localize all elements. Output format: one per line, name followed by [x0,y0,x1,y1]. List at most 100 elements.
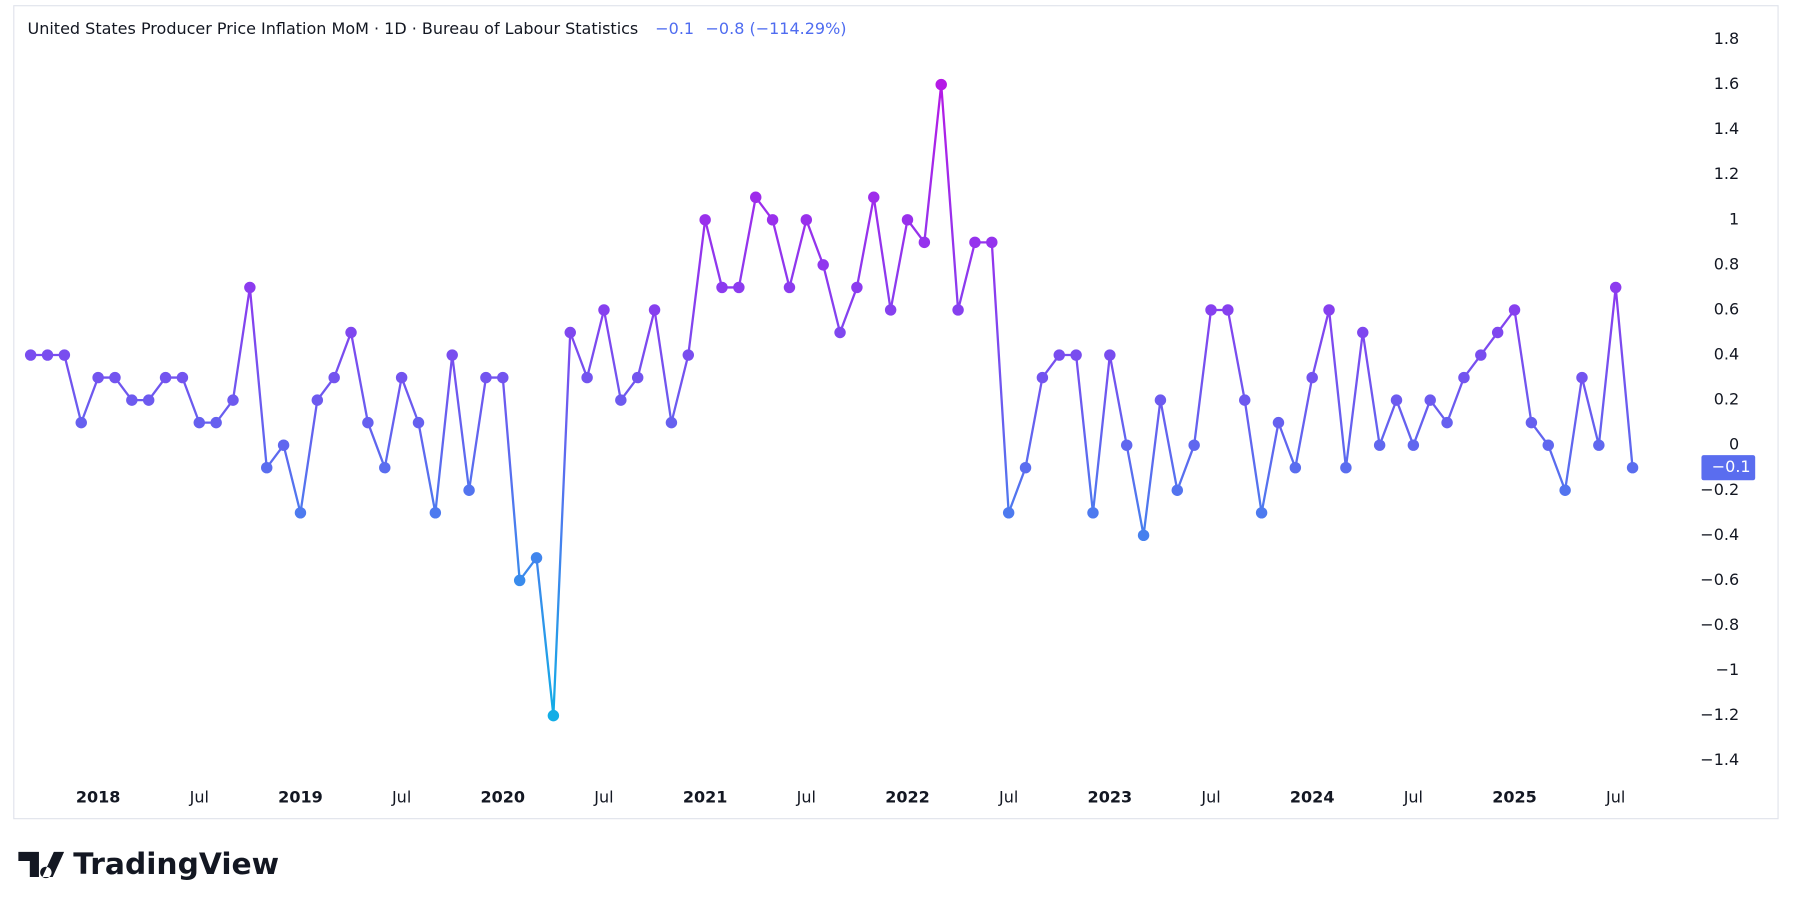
point [1609,281,1622,294]
y-tick-label: 1.8 [1714,29,1739,48]
point [126,394,138,406]
point [1289,461,1302,474]
point [1542,439,1554,451]
point [429,507,442,519]
point [1306,371,1318,384]
point [1626,461,1639,474]
line [30,84,1634,716]
logo: TradingView [18,847,279,882]
point [766,214,779,226]
point [1120,439,1133,451]
point [969,236,981,249]
point [1222,304,1234,316]
point [918,236,931,249]
point [1475,349,1487,361]
x-tick-label: 2023 [1088,788,1133,807]
point [648,304,661,316]
point [631,371,644,384]
point [24,349,37,361]
x-tick-label: Jul [1605,788,1625,807]
point [817,259,829,271]
y-tick-label: 1.6 [1714,74,1739,93]
brand: TradingView [73,847,279,882]
point [1137,529,1150,542]
point [1424,394,1436,406]
y-tick-label: 0.6 [1714,299,1739,318]
point [530,552,543,564]
last-value: −0.1 [655,19,694,38]
point [901,214,914,226]
point [294,507,307,519]
chart-title: United States Producer Price Inflation M… [28,19,639,38]
point [109,371,121,384]
y-tick-label: −0.8 [1700,615,1739,634]
point [480,371,492,384]
point [1255,507,1268,519]
y-tick-label: 1 [1729,209,1739,228]
point [1525,416,1538,429]
x-tick-label: Jul [1403,788,1423,807]
point [1019,461,1032,474]
logo-icon [18,851,65,879]
y-tick-label: −0.4 [1700,525,1739,544]
point [1272,416,1285,429]
point [699,214,711,226]
point [952,304,964,316]
y-tick-label: −1.2 [1700,705,1739,724]
x-tick-label: Jul [1200,788,1220,807]
y-tick-label: −1.4 [1700,750,1739,769]
point [1373,439,1386,451]
point [41,349,54,361]
point [868,191,880,203]
x-tick-label: Jul [391,788,411,807]
point [1357,326,1369,339]
point [1593,439,1605,451]
point [58,349,71,361]
point [598,304,610,316]
point [92,371,104,384]
point [513,574,526,587]
point [227,394,239,406]
point [581,371,593,384]
y-tick-label: −0.2 [1700,480,1739,499]
point [1104,349,1116,361]
y-tick-label: 0.4 [1714,345,1739,364]
point [1036,371,1049,384]
x-tick-label: 2025 [1492,788,1537,807]
point [463,484,475,496]
point [716,281,728,294]
point [615,394,627,406]
y-tick-label: −0.6 [1700,570,1739,589]
y-tick-label: 1.2 [1714,164,1739,183]
point [446,349,458,361]
point [1508,304,1521,316]
point [159,371,172,384]
point [851,281,863,294]
point [311,394,324,406]
point [1188,439,1200,451]
point [362,416,374,429]
point [1407,439,1420,451]
point [210,416,222,429]
last-value-badge [1701,455,1756,481]
point [1002,507,1015,519]
point [1323,304,1335,316]
point [345,326,357,339]
point [1441,416,1453,429]
x-tick-label: 2018 [76,788,121,807]
point [834,326,846,339]
point [986,236,998,249]
x-tick-label: Jul [796,788,816,807]
y-tick-label: 1.4 [1714,119,1739,138]
chart-frame [13,5,1779,820]
x-tick-label: 2019 [278,788,323,807]
point [1458,371,1470,384]
point [328,371,340,384]
point [176,371,189,384]
x-tick-label: Jul [189,788,209,807]
point [682,349,695,361]
point [564,326,576,339]
point [497,371,509,384]
